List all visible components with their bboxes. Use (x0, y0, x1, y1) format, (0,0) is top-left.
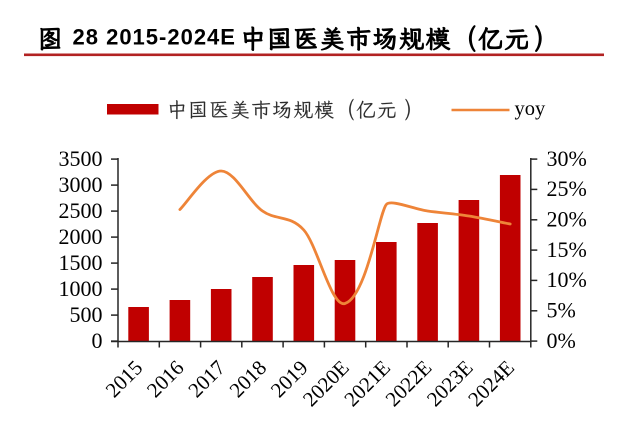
svg-text:500: 500 (70, 302, 103, 327)
svg-text:15%: 15% (547, 237, 587, 262)
svg-text:0%: 0% (547, 328, 576, 353)
svg-text:25%: 25% (547, 176, 587, 201)
svg-text:1500: 1500 (59, 250, 103, 275)
svg-text:30%: 30% (547, 146, 587, 171)
svg-text:28 2015-2024E: 28 2015-2024E (73, 25, 236, 50)
svg-text:3000: 3000 (59, 172, 103, 197)
svg-text:2500: 2500 (59, 198, 103, 223)
svg-text:10%: 10% (547, 267, 587, 292)
svg-text:5%: 5% (547, 298, 576, 323)
svg-text:20%: 20% (547, 207, 587, 232)
svg-text:2000: 2000 (59, 224, 103, 249)
svg-text:0: 0 (92, 328, 103, 353)
svg-text:1000: 1000 (59, 276, 103, 301)
svg-text:3500: 3500 (59, 146, 103, 171)
svg-text:yoy: yoy (515, 98, 547, 120)
